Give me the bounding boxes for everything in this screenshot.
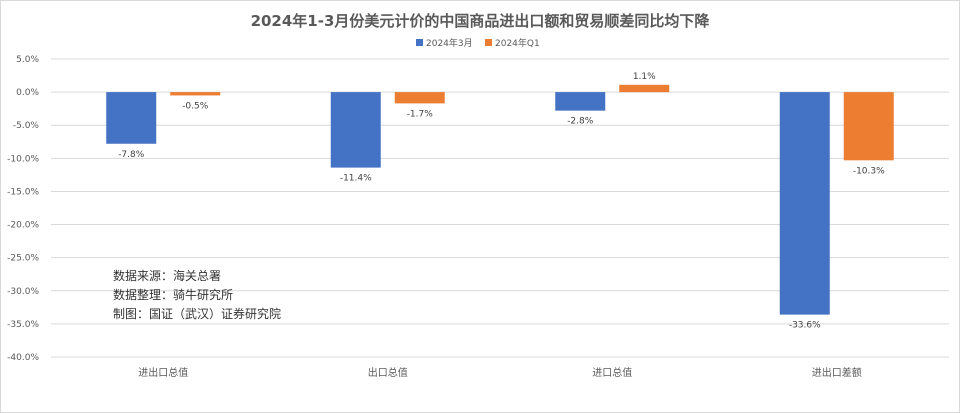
note-source: 数据来源：海关总署 (113, 269, 222, 283)
bar (330, 92, 381, 168)
chart-title: 2024年1-3月份美元计价的中国商品进出口额和贸易顺差同比均下降 (251, 12, 711, 30)
x-tick-label: 进出口总值 (138, 366, 188, 379)
y-tick-label: -5.0% (13, 121, 40, 131)
y-tick-label: -15.0% (7, 187, 39, 197)
y-tick-label: -25.0% (7, 254, 39, 264)
data-label: -0.5% (182, 101, 209, 111)
bar (170, 92, 221, 96)
bars (106, 84, 894, 315)
bar (394, 92, 445, 104)
y-tick-label: -30.0% (7, 287, 39, 297)
legend-swatch (416, 39, 423, 46)
data-label: -2.8% (567, 117, 594, 127)
legend-swatch (485, 39, 492, 46)
y-tick-label: -35.0% (7, 320, 39, 330)
bar (619, 84, 670, 93)
y-tick-label: -40.0% (7, 353, 39, 363)
x-axis: 进出口总值 出口总值 进口总值 进出口差额 (138, 366, 862, 379)
x-tick-label: 出口总值 (368, 366, 408, 379)
data-label: 1.1% (633, 72, 656, 82)
y-tick-label: -10.0% (7, 154, 39, 164)
data-label: -7.8% (118, 150, 145, 160)
data-label: -11.4% (340, 174, 372, 184)
bar (106, 92, 157, 144)
legend-label: 2024年3月 (426, 37, 473, 49)
y-tick-label: -20.0% (7, 221, 39, 231)
bar (843, 92, 894, 161)
data-labels: -7.8% -0.5% -11.4% -1.7% -2.8% 1.1% -33.6% -10.… (118, 72, 885, 331)
y-tick-label: 5.0% (16, 55, 39, 65)
data-label: -10.3% (853, 166, 885, 176)
y-tick-label: 0.0% (16, 88, 39, 98)
data-label: -33.6% (789, 321, 821, 331)
legend: 2024年3月 2024年Q1 (416, 37, 540, 49)
legend-label: 2024年Q1 (495, 37, 540, 49)
bar (779, 92, 830, 315)
x-tick-label: 进出口差额 (812, 366, 862, 379)
bar (555, 92, 606, 111)
note-made-by: 制图：国证（武汉）证券研究院 (113, 307, 282, 321)
x-tick-label: 进口总值 (592, 366, 632, 379)
note-compiled: 数据整理：骑牛研究所 (113, 288, 234, 302)
data-label: -1.7% (407, 109, 434, 119)
y-axis: 5.0% 0.0% -5.0% -10.0% -15.0% -20.0% -25.0% -30… (7, 55, 39, 363)
